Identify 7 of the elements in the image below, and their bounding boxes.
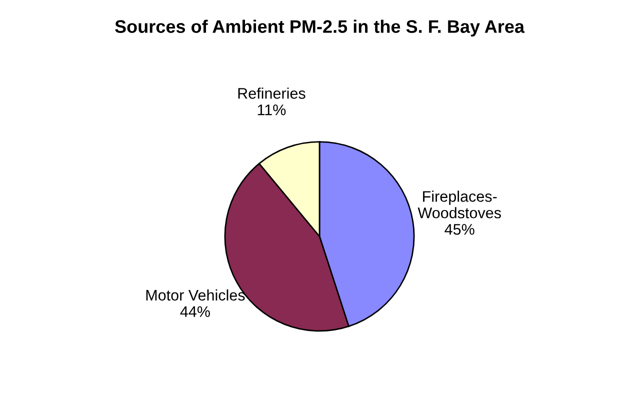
chart-title: Sources of Ambient PM-2.5 in the S. F. Bay Area	[115, 20, 525, 37]
data-label: 45%	[444, 224, 474, 235]
slice-label: Motor Vehicles	[146, 289, 245, 301]
slice-label: Refineries	[238, 88, 306, 99]
slice-label: Fireplaces-Woodstoves	[418, 190, 501, 218]
data-label: 44%	[180, 306, 210, 317]
data-label: 11%	[258, 104, 286, 116]
